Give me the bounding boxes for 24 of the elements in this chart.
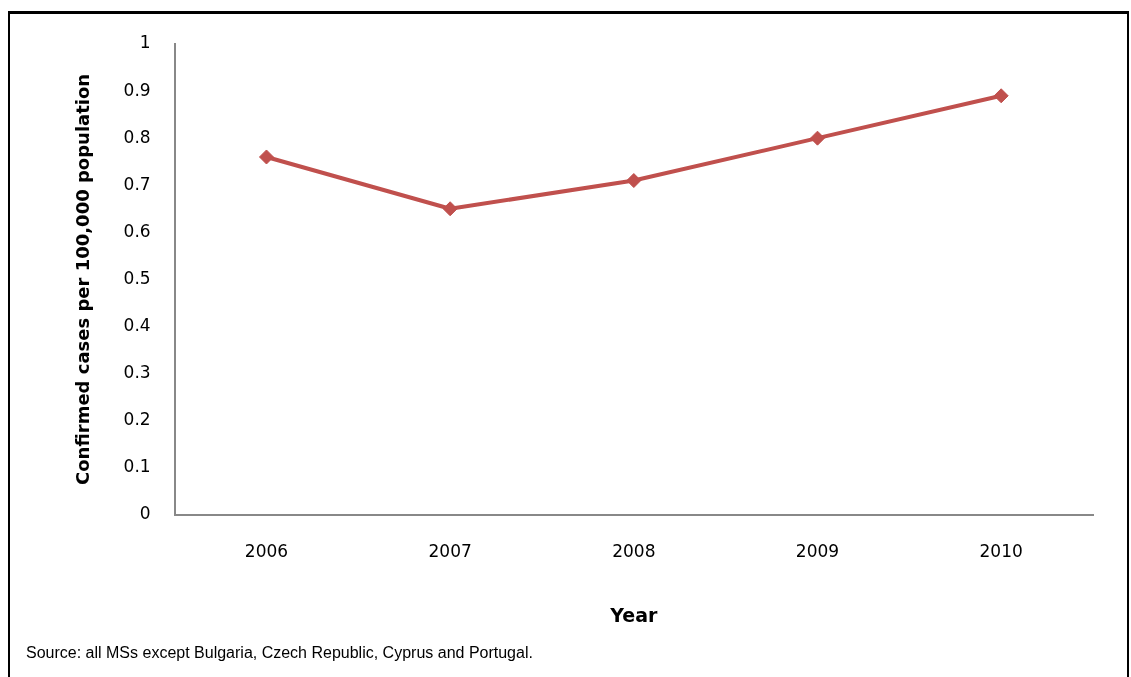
x-tick-label: 2006 xyxy=(244,541,289,562)
x-tick-label: 2008 xyxy=(612,541,656,562)
y-tick-label: 0.2 xyxy=(123,409,151,430)
x-tick-label: 2010 xyxy=(979,541,1023,562)
x-tick-label: 2009 xyxy=(795,541,840,562)
source-note: Source: all MSs except Bulgaria, Czech Republic, Cyprus and Portugal. xyxy=(26,644,533,662)
point xyxy=(258,149,274,165)
y-tick-label: 0 xyxy=(139,503,151,524)
point xyxy=(442,201,458,217)
y-tick-label: 0.6 xyxy=(123,220,151,241)
y-tick-label: 0.4 xyxy=(123,314,151,335)
x-axis-title: Year xyxy=(609,603,658,626)
y-tick-label: 0.1 xyxy=(123,456,151,477)
y-tick-label: 0.5 xyxy=(123,267,151,288)
x-tick-label: 2007 xyxy=(428,541,472,562)
y-tick-label: 1 xyxy=(139,32,151,53)
y-tick-label: 0.9 xyxy=(123,79,151,100)
y-axis-title: Confirmed cases per 100,000 population xyxy=(72,73,94,485)
point xyxy=(809,130,825,146)
y-tick-label: 0.8 xyxy=(123,126,151,147)
point xyxy=(626,173,642,189)
point xyxy=(993,88,1009,104)
y-tick-label: 0.3 xyxy=(123,361,151,382)
y-tick-label: 0.7 xyxy=(123,173,151,194)
